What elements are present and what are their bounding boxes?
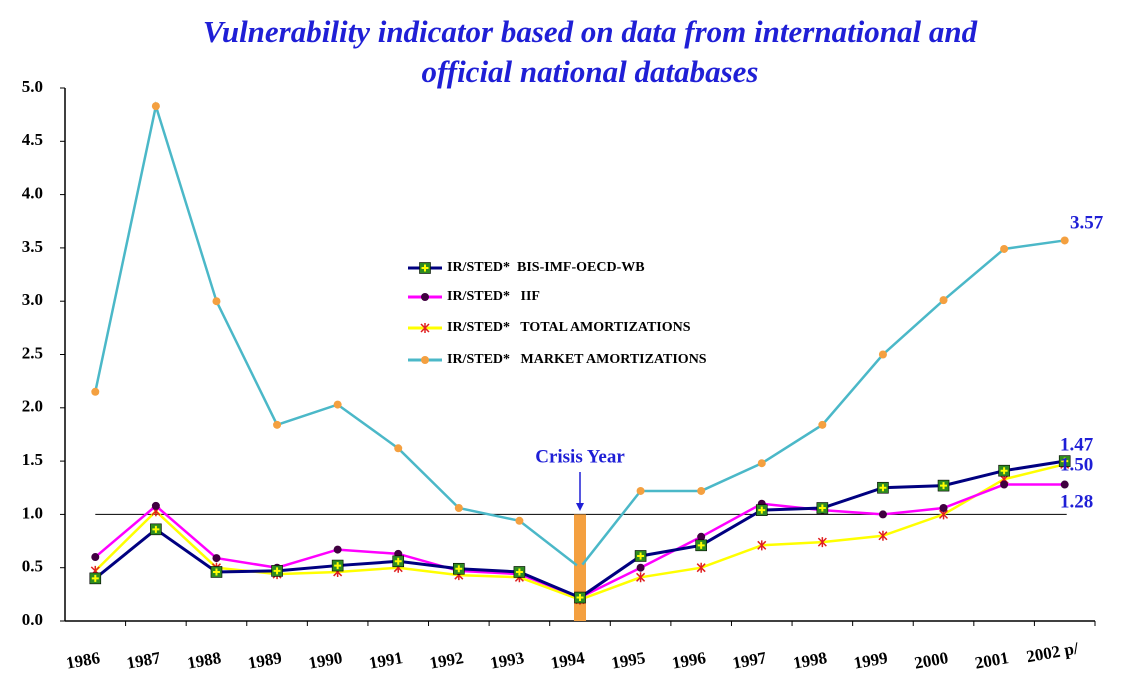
y-tick-label: 4.0 [22,184,43,203]
marker [212,297,221,306]
y-tick-label: 1.0 [22,503,43,522]
marker [939,504,948,513]
marker-plus [940,482,948,490]
marker [1060,236,1069,245]
marker [757,459,766,468]
legend-label: IR/STED* MARKET AMORTIZATIONS [447,352,707,367]
x-tick-label: 1988 [186,648,223,673]
marker [212,554,221,563]
marker [636,572,646,583]
marker [454,504,463,513]
marker [421,293,429,301]
marker-plus [1061,457,1069,465]
y-tick-label: 0.0 [22,610,43,629]
x-tick-label: 1999 [852,648,889,673]
x-tick-label: 1987 [125,648,162,673]
x-tick-label: 1990 [307,648,344,673]
marker [1060,480,1069,489]
marker-plus [515,568,523,576]
marker [939,296,948,305]
annotation: 3.57 [1070,212,1104,233]
marker-plus [421,264,429,272]
legend-label: IR/STED* TOTAL AMORTIZATIONS [447,320,691,335]
marker-plus [212,568,220,576]
x-tick-label: 1998 [792,648,829,673]
marker [817,537,827,548]
y-tick-label: 2.0 [22,397,43,416]
annotation: 1.47 [1060,434,1094,455]
marker-plus [273,567,281,575]
y-tick-label: 2.5 [22,343,43,362]
x-tick-label: 1997 [731,648,768,673]
marker [576,563,584,572]
marker [696,562,706,573]
marker-plus [697,541,705,549]
series [89,455,1071,604]
marker-plus [1000,467,1008,475]
y-tick-label: 4.5 [22,130,43,149]
x-tick-label: 1995 [610,648,647,673]
marker [515,516,524,525]
marker [420,323,430,333]
marker [636,486,645,495]
x-tick-label: 1993 [489,648,526,673]
marker [91,387,100,396]
annotation: 1.28 [1060,491,1093,512]
crisis-arrowhead [576,503,584,511]
chart-title: official national databases [421,54,758,89]
marker-plus [818,504,826,512]
y-tick-label: 1.5 [22,450,43,469]
y-tick-label: 0.5 [22,557,43,576]
marker [757,540,767,551]
legend-label: IR/STED* BIS-IMF-OECD-WB [447,260,645,275]
marker [818,420,827,429]
y-tick-label: 3.0 [22,290,43,309]
marker [697,532,706,541]
chart-title: Vulnerability indicator based on data fr… [203,14,978,49]
marker-plus [576,594,584,602]
marker [394,444,403,453]
marker [421,356,429,364]
y-tick-label: 3.5 [22,237,43,256]
marker [636,563,645,572]
marker-plus [758,506,766,514]
marker-plus [455,565,463,573]
marker-plus [152,525,160,533]
marker [333,545,342,554]
marker [878,350,887,359]
marker [1000,480,1009,489]
marker-plus [334,562,342,570]
x-tick-label: 2002 p/ [1025,638,1080,666]
legend-label: IR/STED* IIF [447,289,540,304]
marker [878,530,888,541]
marker [1000,244,1009,253]
x-tick-label: 1991 [368,648,405,673]
series [91,101,1069,572]
marker [151,501,160,510]
marker-plus [91,574,99,582]
x-tick-label: 1989 [246,648,283,673]
annotation: 1.50 [1060,454,1093,475]
series [91,480,1069,602]
marker [878,510,887,519]
marker-plus [394,557,402,565]
marker [273,420,282,429]
x-tick-label: 2001 [973,648,1010,673]
crisis-label: Crisis Year [535,446,625,467]
x-tick-label: 1996 [671,648,708,673]
marker-plus [879,484,887,492]
marker-plus [637,552,645,560]
marker [91,553,100,562]
x-tick-label: 1986 [65,648,102,673]
marker [333,400,342,409]
x-tick-label: 1992 [428,648,465,673]
marker [151,102,160,111]
x-tick-label: 2000 [913,648,950,673]
x-tick-label: 1994 [549,648,586,673]
y-tick-label: 5.0 [22,77,43,96]
marker [697,486,706,495]
